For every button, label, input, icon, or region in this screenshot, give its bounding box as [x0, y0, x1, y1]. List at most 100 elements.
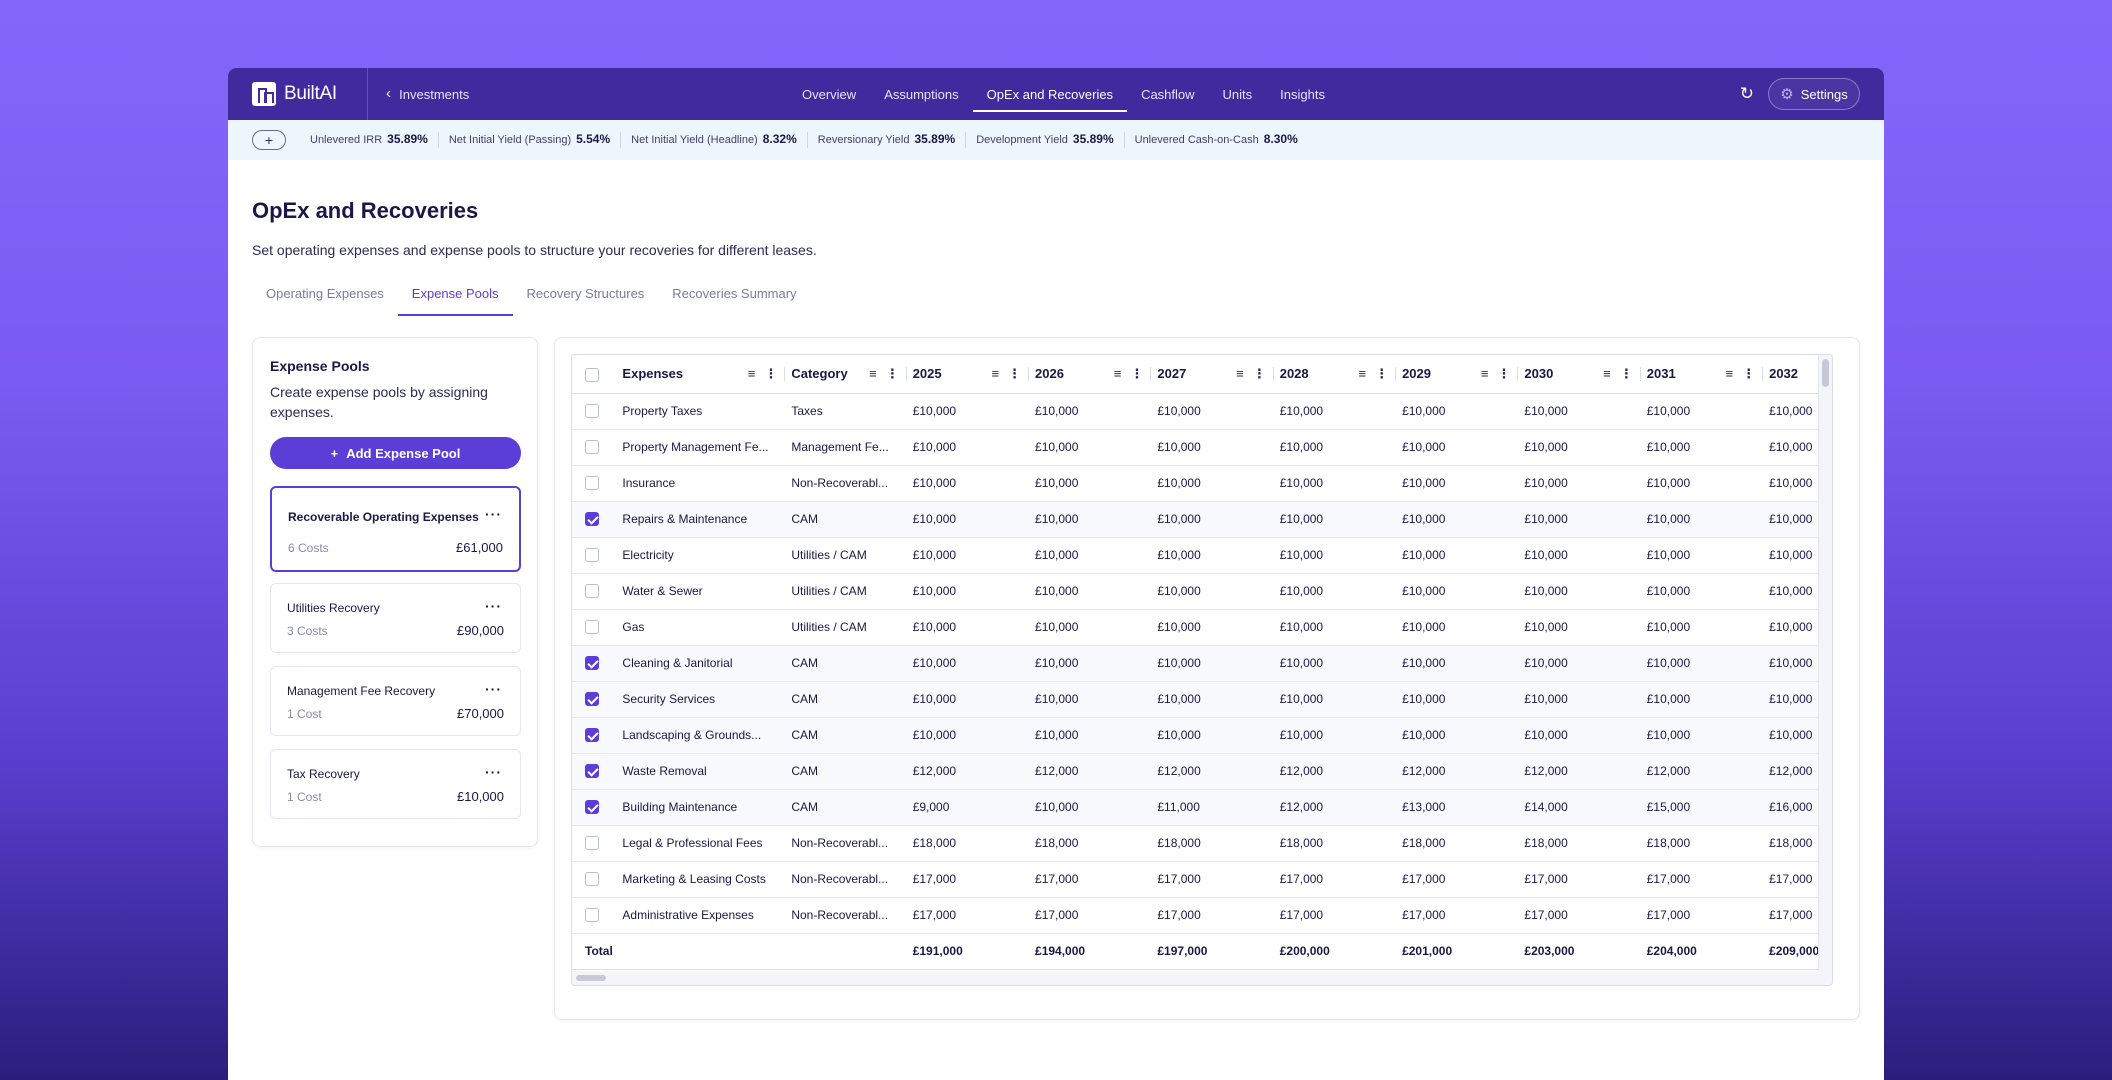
tab-recoveries-summary[interactable]: Recoveries Summary: [672, 286, 797, 301]
column-header[interactable]: Category ≡ ⋮: [784, 355, 906, 394]
expense-cell[interactable]: Security Services: [610, 681, 785, 718]
table-row[interactable]: Cleaning & Janitorial CAM £10,000 £10,000 £1…: [572, 645, 1832, 682]
add-metric-button[interactable]: +: [252, 130, 286, 150]
filter-icon[interactable]: ≡: [1358, 366, 1367, 382]
row-checkbox[interactable]: [585, 656, 599, 671]
value-cell[interactable]: £10,000: [1272, 393, 1396, 430]
row-checkbox[interactable]: [585, 584, 599, 599]
value-cell[interactable]: £17,000: [905, 861, 1029, 898]
select-all-checkbox[interactable]: [585, 367, 599, 382]
category-cell[interactable]: CAM: [784, 645, 906, 682]
value-cell[interactable]: £17,000: [1272, 861, 1396, 898]
value-cell[interactable]: £10,000: [905, 465, 1029, 502]
category-cell[interactable]: CAM: [784, 789, 906, 826]
value-cell[interactable]: £10,000: [1395, 393, 1518, 430]
value-cell[interactable]: £10,000: [1395, 609, 1518, 646]
horizontal-scroll-thumb[interactable]: [576, 975, 606, 981]
value-cell[interactable]: £10,000: [1639, 681, 1763, 718]
tab-opex-and-recoveries[interactable]: OpEx and Recoveries: [972, 68, 1128, 120]
table-row[interactable]: Marketing & Leasing Costs Non-Recoverabl.…: [572, 861, 1832, 898]
kebab-icon[interactable]: ⋮: [764, 366, 778, 382]
tab-insights[interactable]: Insights: [1280, 86, 1325, 102]
category-cell[interactable]: Management Fe...: [784, 429, 906, 466]
value-cell[interactable]: £10,000: [905, 573, 1029, 610]
value-cell[interactable]: £10,000: [1150, 573, 1273, 610]
value-cell[interactable]: £10,000: [905, 717, 1029, 754]
value-cell[interactable]: £12,000: [1272, 789, 1396, 826]
more-icon[interactable]: ···: [485, 764, 502, 780]
value-cell[interactable]: £10,000: [1395, 429, 1518, 466]
more-icon[interactable]: ···: [485, 506, 502, 522]
value-cell[interactable]: £10,000: [1150, 465, 1273, 502]
value-cell[interactable]: £10,000: [1395, 537, 1518, 574]
refresh-icon[interactable]: ↻: [1739, 84, 1754, 103]
column-header[interactable]: 2030 ≡ ⋮: [1517, 355, 1640, 394]
expense-cell[interactable]: Property Management Fe...: [610, 429, 785, 466]
tab-units[interactable]: Units: [1222, 86, 1253, 102]
expense-cell[interactable]: Water & Sewer: [610, 573, 785, 610]
expense-cell[interactable]: Building Maintenance: [610, 789, 785, 826]
row-checkbox[interactable]: [585, 800, 599, 815]
value-cell[interactable]: £10,000: [1028, 645, 1151, 682]
tab-assumptions[interactable]: Assumptions: [884, 86, 959, 102]
value-cell[interactable]: £18,000: [1395, 825, 1518, 862]
expense-cell[interactable]: Cleaning & Janitorial: [610, 645, 785, 682]
value-cell[interactable]: £10,000: [1028, 429, 1151, 466]
value-cell[interactable]: £10,000: [1272, 429, 1396, 466]
value-cell[interactable]: £12,000: [1150, 753, 1273, 790]
column-header[interactable]: 2026 ≡ ⋮: [1028, 355, 1151, 394]
value-cell[interactable]: £10,000: [1395, 681, 1518, 718]
row-checkbox[interactable]: [585, 512, 599, 527]
category-cell[interactable]: CAM: [784, 681, 906, 718]
value-cell[interactable]: £10,000: [1150, 537, 1273, 574]
expense-cell[interactable]: Landscaping & Grounds...: [610, 717, 785, 754]
table-row[interactable]: Property Management Fe... Management Fe..…: [572, 429, 1832, 466]
value-cell[interactable]: £18,000: [905, 825, 1029, 862]
value-cell[interactable]: £10,000: [1272, 645, 1396, 682]
value-cell[interactable]: £12,000: [1395, 753, 1518, 790]
value-cell[interactable]: £10,000: [905, 429, 1029, 466]
category-cell[interactable]: Utilities / CAM: [784, 573, 906, 610]
expense-cell[interactable]: Property Taxes: [610, 393, 785, 430]
table-row[interactable]: Insurance Non-Recoverabl... £10,000 £10,000…: [572, 465, 1832, 502]
value-cell[interactable]: £12,000: [1517, 753, 1640, 790]
settings-button[interactable]: ⚙ Settings: [1768, 78, 1860, 110]
expense-cell[interactable]: Administrative Expenses: [610, 897, 785, 934]
value-cell[interactable]: £10,000: [1028, 717, 1151, 754]
filter-icon[interactable]: ≡: [991, 366, 1000, 382]
filter-icon[interactable]: ≡: [1480, 366, 1489, 382]
value-cell[interactable]: £18,000: [1639, 825, 1763, 862]
kebab-icon[interactable]: ⋮: [1375, 366, 1389, 382]
row-checkbox[interactable]: [585, 548, 599, 563]
value-cell[interactable]: £18,000: [1150, 825, 1273, 862]
value-cell[interactable]: £10,000: [1028, 609, 1151, 646]
value-cell[interactable]: £10,000: [1639, 429, 1763, 466]
value-cell[interactable]: £17,000: [1639, 897, 1763, 934]
pool-card[interactable]: Tax Recovery ··· 1 Cost £10,000: [270, 749, 521, 819]
value-cell[interactable]: £10,000: [1517, 465, 1640, 502]
value-cell[interactable]: £10,000: [1517, 609, 1640, 646]
value-cell[interactable]: £10,000: [1395, 573, 1518, 610]
expense-cell[interactable]: Electricity: [610, 537, 785, 574]
expense-cell[interactable]: Insurance: [610, 465, 785, 502]
value-cell[interactable]: £17,000: [1517, 897, 1640, 934]
vertical-scroll-thumb[interactable]: [1822, 359, 1829, 387]
tab-recovery-structures[interactable]: Recovery Structures: [526, 286, 645, 301]
kebab-icon[interactable]: ⋮: [1130, 366, 1144, 382]
value-cell[interactable]: £17,000: [1272, 897, 1396, 934]
column-header[interactable]: 2027 ≡ ⋮: [1150, 355, 1273, 394]
value-cell[interactable]: £10,000: [1272, 573, 1396, 610]
expense-cell[interactable]: Repairs & Maintenance: [610, 501, 785, 538]
row-checkbox[interactable]: [585, 620, 599, 635]
value-cell[interactable]: £10,000: [905, 645, 1029, 682]
filter-icon[interactable]: ≡: [1236, 366, 1244, 382]
value-cell[interactable]: £17,000: [1395, 897, 1518, 934]
column-header[interactable]: 2031 ≡ ⋮: [1639, 355, 1763, 394]
value-cell[interactable]: £12,000: [1639, 753, 1763, 790]
vertical-scrollbar[interactable]: [1818, 355, 1832, 985]
category-cell[interactable]: CAM: [784, 753, 906, 790]
value-cell[interactable]: £10,000: [1517, 681, 1640, 718]
row-checkbox[interactable]: [585, 476, 599, 491]
value-cell[interactable]: £10,000: [1395, 645, 1518, 682]
value-cell[interactable]: £12,000: [905, 753, 1029, 790]
